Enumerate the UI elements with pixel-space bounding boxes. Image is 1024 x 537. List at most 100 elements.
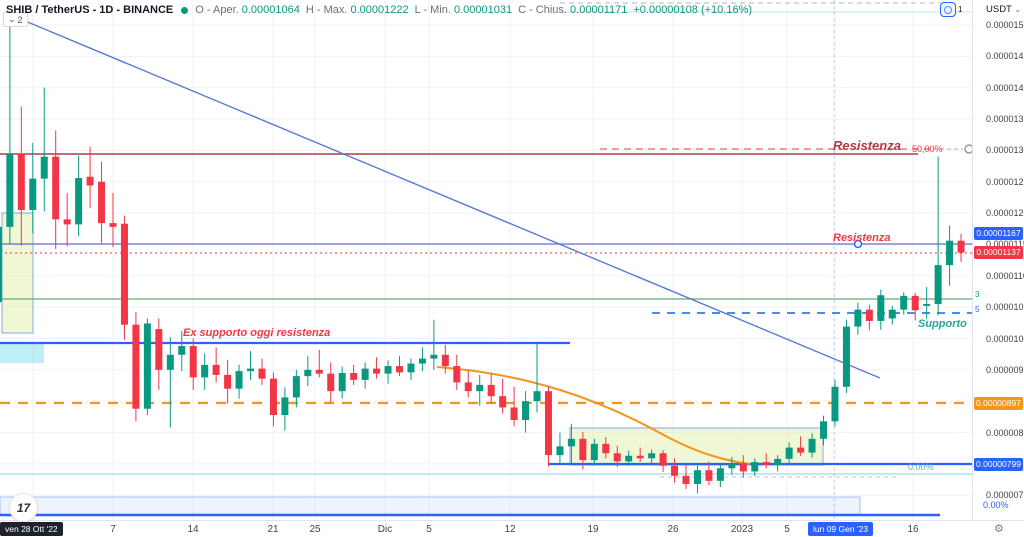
candle-body (292, 376, 300, 398)
rectangle-drawing[interactable] (1, 212, 34, 334)
candle-body (613, 453, 621, 462)
candle-body (304, 369, 312, 377)
rectangle-drawing[interactable] (569, 427, 824, 466)
pane-restore-icon[interactable] (940, 2, 956, 17)
candle-body (315, 369, 323, 374)
first-bar-date-badge: ven 28 Ott '22 (0, 522, 63, 536)
candle-body (923, 304, 931, 306)
candle-body (648, 453, 656, 459)
curve-drawing[interactable] (436, 366, 751, 465)
candle-body (567, 438, 575, 447)
candle-body (464, 382, 472, 392)
drawing-handle[interactable] (853, 239, 863, 249)
candle-body (774, 458, 782, 466)
candle-body (728, 463, 736, 469)
candle-body (155, 329, 163, 370)
time-axis-label: 26 (667, 524, 679, 535)
candle-body (671, 465, 679, 476)
candle-body (132, 324, 140, 409)
candle-body (212, 364, 220, 375)
horizontal-line-drawings[interactable] (0, 2, 972, 517)
price-axis-label: 0.00001300 (986, 145, 1024, 156)
symbol-title[interactable]: SHIB / TetherUS - 1D - BINANCE (6, 4, 174, 16)
price-axis-label: 0.00001100 (986, 270, 1024, 281)
candle-body (579, 438, 587, 461)
price-badge: 0.00000799 (974, 458, 1023, 472)
ohlc-field: C - Chius. 0.00001171 (518, 4, 628, 16)
rectangle-drawing[interactable] (0, 496, 861, 516)
candle-body (143, 323, 151, 409)
candle-body (522, 401, 530, 421)
candle-body (625, 455, 633, 462)
chart-pane[interactable]: Resistenza 50,00% Resistenza Supporto Ex sup… (0, 0, 972, 520)
objects-count: 2 (17, 14, 23, 25)
price-axis-label: 0.00001000 (986, 333, 1024, 344)
candle-body (831, 386, 839, 422)
time-axis-label: 2023 (730, 524, 754, 535)
chart-annotation-label: 50,00% (912, 144, 943, 154)
candle-body (785, 447, 793, 459)
time-axis-label: 7 (110, 524, 116, 535)
tradingview-logo[interactable]: 17 (9, 493, 38, 522)
ohlc-field: O - Aper. 0.00001064 (195, 4, 300, 16)
time-axis[interactable]: ven 28 Ott '22 lun 09 Gen '23 7 14 21 25 Dic… (0, 520, 1024, 537)
candle-body (659, 453, 667, 466)
ohlc-field: H - Max. 0.00001222 (305, 4, 409, 16)
price-badge: 0.00000897 (974, 396, 1023, 410)
candle-body (510, 407, 518, 421)
price-badge: 0.00001167 (974, 227, 1023, 241)
drawing-handle[interactable] (964, 144, 972, 154)
candlestick-chart[interactable]: Resistenza 50,00% Resistenza Supporto Ex sup… (0, 0, 972, 520)
drawing-rectangles[interactable] (0, 212, 861, 516)
candle-body (281, 397, 289, 415)
candle-body (0, 226, 2, 303)
range-percent-label: 0.00% (983, 500, 1009, 510)
descending-trendline[interactable] (17, 17, 881, 379)
candle-body (338, 372, 346, 392)
drawing-level-tag: 5 (975, 305, 980, 314)
candle-body (373, 368, 381, 374)
candle-body (957, 240, 965, 253)
candle-body (40, 156, 48, 179)
price-axis[interactable]: 0.00001500 0.00001450 0.00001400 0.00001350… (972, 0, 1024, 520)
drawing-level-tag: 3 (975, 290, 980, 299)
candle-body (201, 364, 209, 378)
ohlc-field: L - Min. 0.00001031 (414, 4, 513, 16)
gear-icon[interactable]: ⚙ (994, 523, 1004, 535)
candle-body (705, 470, 713, 481)
candle-body (109, 223, 117, 227)
candle-body (327, 373, 335, 392)
time-axis-label: Dic (377, 524, 393, 535)
chart-annotation-label: Resistenza (833, 138, 901, 153)
chevron-down-icon: ⌄ (8, 14, 16, 24)
candle-body (865, 309, 873, 321)
time-axis-label: 5 (426, 524, 432, 535)
candlestick-series (0, 18, 965, 494)
chart-annotation-label: Resistenza (833, 232, 890, 244)
candle-body (407, 363, 415, 373)
pane-scale-controls: 1 (940, 2, 962, 17)
rectangle-drawing[interactable] (0, 343, 44, 363)
candle-body (590, 443, 598, 461)
price-axis-label: 0.00001400 (986, 82, 1024, 93)
candle-body (63, 219, 71, 225)
candle-body (934, 265, 942, 305)
candle-body (499, 396, 507, 408)
candle-body (120, 223, 128, 325)
time-axis-label: 21 (267, 524, 279, 535)
time-axis-label: 25 (309, 524, 321, 535)
candle-body (544, 391, 552, 456)
candle-body (52, 156, 60, 220)
time-axis-label: 19 (587, 524, 599, 535)
candle-body (911, 295, 919, 311)
candle-body (808, 438, 816, 453)
price-axis-label: 0.00001200 (986, 208, 1024, 219)
price-axis-label: 0.00001500 (986, 20, 1024, 30)
objects-tree-chip[interactable]: ⌄ 2 (3, 12, 28, 27)
price-axis-label: 0.00001050 (986, 302, 1024, 313)
candle-body (693, 470, 701, 484)
candle-body (98, 181, 106, 224)
currency-dropdown[interactable]: USDT ⌄ (986, 4, 1021, 15)
candle-body (430, 354, 438, 359)
